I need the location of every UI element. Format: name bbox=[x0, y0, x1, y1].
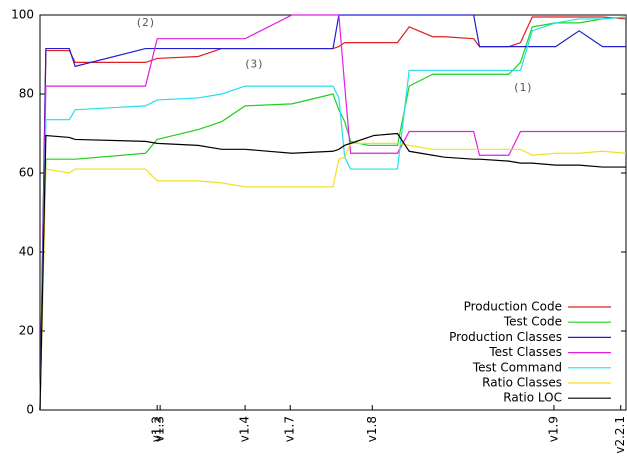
annotation: (1) bbox=[513, 81, 533, 94]
series-line bbox=[39, 132, 626, 411]
x-tick-label: v1.3 bbox=[153, 416, 167, 442]
y-tick-label: 0 bbox=[26, 403, 34, 417]
series-line bbox=[39, 14, 626, 411]
legend-label: Production Code bbox=[464, 300, 562, 314]
y-tick-label: 100 bbox=[11, 8, 34, 22]
y-tick-label: 60 bbox=[19, 166, 34, 180]
x-tick-label: v1.7 bbox=[283, 416, 297, 442]
series-line bbox=[39, 16, 627, 411]
x-tick-label: v1.2 bbox=[150, 416, 164, 442]
x-tick-label: v1.4 bbox=[238, 416, 252, 442]
y-tick-label: 80 bbox=[19, 87, 34, 101]
legend-label: Ratio LOC bbox=[503, 391, 562, 405]
legend-label: Ratio Classes bbox=[482, 376, 562, 390]
legend-label: Test Code bbox=[503, 315, 562, 329]
x-tick-label: v1.8 bbox=[365, 416, 379, 442]
x-tick-label: v1.9 bbox=[546, 416, 560, 442]
series-line bbox=[39, 16, 627, 411]
y-tick-label: 40 bbox=[19, 245, 34, 259]
x-tick-label: v2.2.1 bbox=[613, 416, 627, 454]
series-line bbox=[39, 16, 627, 411]
y-tick-label: 20 bbox=[19, 324, 34, 338]
annotation: (2) bbox=[136, 16, 156, 29]
legend-label: Test Classes bbox=[488, 345, 562, 359]
legend-label: Test Command bbox=[472, 360, 562, 374]
annotation: (3) bbox=[244, 57, 264, 70]
series-line bbox=[39, 14, 626, 411]
series-line bbox=[39, 142, 627, 411]
legend-label: Production Classes bbox=[449, 330, 562, 344]
